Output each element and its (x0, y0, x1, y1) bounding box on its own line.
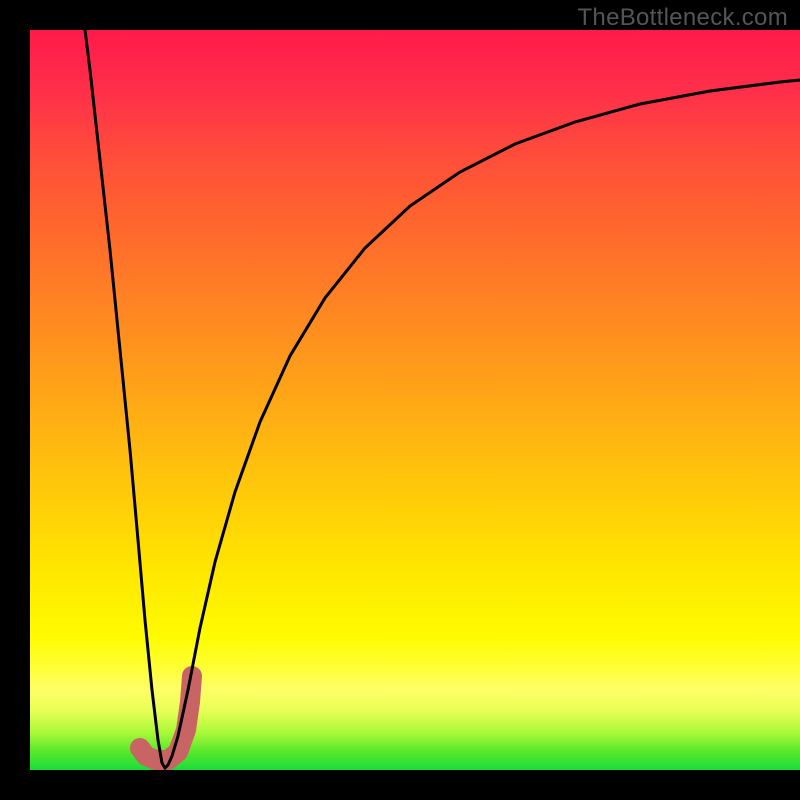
chart-svg (30, 30, 800, 770)
hook-marker (140, 676, 192, 760)
plot-area (30, 30, 800, 770)
bottleneck-curve (85, 30, 800, 768)
watermark-text: TheBottleneck.com (577, 4, 788, 32)
